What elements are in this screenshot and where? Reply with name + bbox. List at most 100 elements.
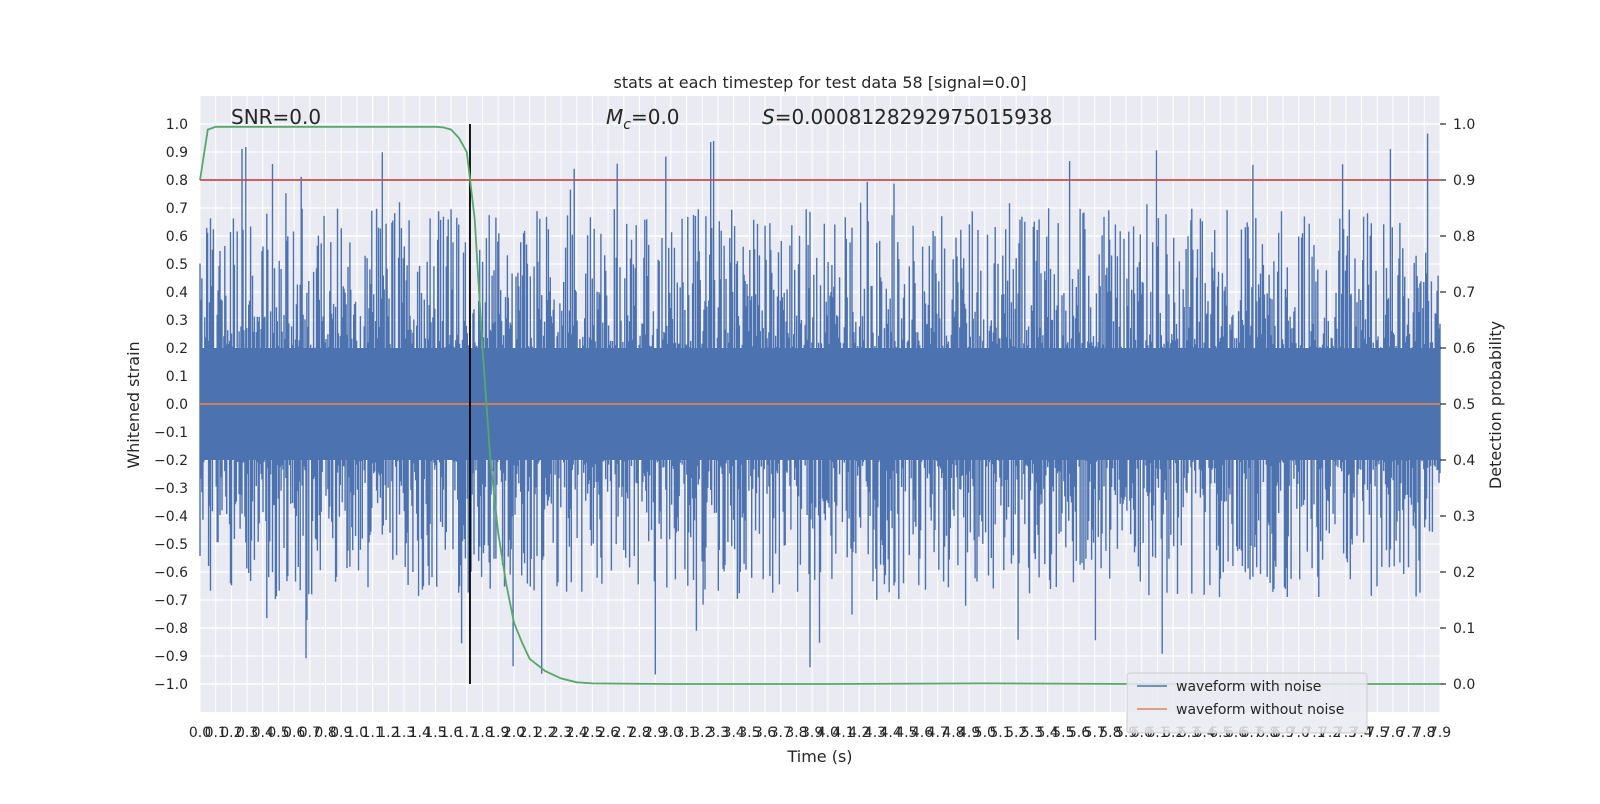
x-tick-label: 1.0 [346,725,368,741]
x-tick-label: 0.6 [283,725,305,741]
x-tick-label: 2.9 [644,725,666,741]
x-tick-label: 7.5 [1366,725,1388,741]
y-tick-label: 0.8 [166,173,188,189]
x-tick-label: 0.1 [205,725,227,741]
legend-label-clean: waveform without noise [1176,702,1344,718]
x-tick-label: 0.3 [236,725,258,741]
x-tick-label: 2.0 [503,725,525,741]
y2-tick-label: 0.2 [1453,565,1475,581]
x-tick-label: 0.2 [220,725,242,741]
x-tick-label: 3.6 [754,725,776,741]
x-tick-label: 4.7 [927,725,949,741]
y-tick-label: −0.7 [154,593,188,609]
y-tick-label: −0.9 [154,649,188,665]
y2-tick-label: 0.3 [1453,509,1475,525]
x-tick-label: 1.2 [377,725,399,741]
y-tick-label: 0.2 [166,341,188,357]
x-tick-label: 5.5 [1052,725,1074,741]
x-tick-label: 3.9 [801,725,823,741]
y-tick-label: 0.5 [166,257,188,273]
y-tick-label: 0.6 [166,229,188,245]
x-tick-label: 3.7 [770,725,792,741]
detection-probability-line [199,125,1440,685]
legend-label-noise: waveform with noise [1176,679,1321,695]
x-tick-label: 5.3 [1021,725,1043,741]
x-tick-label: 5.8 [1099,725,1121,741]
x-tick-label: 5.7 [1084,725,1106,741]
overlay-lines [199,124,1440,685]
y2-tick-label: 0.5 [1453,397,1475,413]
y-tick-label: −0.4 [154,509,188,525]
y2-tick-label: 0.6 [1453,341,1475,357]
x-tick-label: 2.8 [628,725,650,741]
x-tick-label: 4.9 [958,725,980,741]
y-tick-label: 1.0 [166,117,188,133]
x-tick-label: 3.0 [660,725,682,741]
y2-tick-label: 1.0 [1453,117,1475,133]
x-tick-label: 4.3 [864,725,886,741]
y-tick-label: −0.6 [154,565,188,581]
x-tick-label: 3.5 [738,725,760,741]
x-tick-label: 1.4 [409,725,431,741]
x-tick-label: 5.6 [1068,725,1090,741]
x-axis-label: Time (s) [786,747,852,766]
y-tick-label: 0.0 [166,397,188,413]
x-tick-label: 1.3 [393,725,415,741]
y2-tick-label: 0.9 [1453,173,1475,189]
x-tick-label: 3.1 [675,725,697,741]
x-tick-label: 4.2 [848,725,870,741]
chart-title: stats at each timestep for test data 58 … [614,73,1027,92]
x-tick-label: 2.1 [518,725,540,741]
x-tick-label: 0.9 [330,725,352,741]
y-tick-label: −0.8 [154,621,188,637]
x-tick-label: 1.6 [440,725,462,741]
x-tick-label: 4.5 [895,725,917,741]
x-tick-label: 2.7 [613,725,635,741]
y2-axis-label: Detection probability [1486,321,1505,489]
x-tick-label: 1.9 [487,725,509,741]
x-tick-label: 3.8 [785,725,807,741]
x-tick-label: 2.6 [597,725,619,741]
x-tick-label: 0.8 [314,725,336,741]
x-tick-label: 7.6 [1382,725,1404,741]
x-tick-label: 0.7 [299,725,321,741]
y2-tick-label: 0.1 [1453,621,1475,637]
x-tick-label: 0.0 [189,725,211,741]
y2-tick-label: 0.0 [1453,677,1475,693]
x-tick-label: 5.4 [1036,725,1058,741]
x-tick-label: 7.8 [1413,725,1435,741]
y2-tick-label: 0.7 [1453,285,1475,301]
x-tick-label: 0.4 [252,725,274,741]
x-tick-label: 7.7 [1397,725,1419,741]
legend-box [1126,672,1368,734]
x-tick-label: 3.2 [691,725,713,741]
x-tick-label: 5.0 [974,725,996,741]
x-tick-label: 0.5 [267,725,289,741]
chirp-mass-annotation: Mc=0.0 [606,105,680,133]
x-tick-label: 3.4 [723,725,745,741]
x-tick-label: 4.6 [911,725,933,741]
x-tick-label: 3.3 [707,725,729,741]
x-tick-label: 1.5 [424,725,446,741]
legend: waveform with noise waveform without noi… [1126,672,1368,734]
y-tick-label: 0.7 [166,201,188,217]
y-axis-label: Whitened strain [124,341,143,468]
x-tick-label: 5.1 [989,725,1011,741]
x-tick-label: 7.9 [1429,725,1451,741]
y-tick-label: −0.2 [154,453,188,469]
x-tick-label: 2.4 [566,725,588,741]
x-tick-label: 4.4 [880,725,902,741]
x-tick-label: 2.3 [550,725,572,741]
y-tick-label: 0.9 [166,145,188,161]
x-tick-label: 4.8 [942,725,964,741]
x-tick-label: 2.2 [534,725,556,741]
y-tick-label: −1.0 [154,677,188,693]
x-tick-label: 4.0 [817,725,839,741]
x-tick-label: 1.8 [471,725,493,741]
y-tick-label: −0.1 [154,425,188,441]
y-tick-label: 0.3 [166,313,188,329]
x-tick-label: 5.2 [1005,725,1027,741]
s-annotation: S=0.0008128292975015938 [762,105,1052,129]
